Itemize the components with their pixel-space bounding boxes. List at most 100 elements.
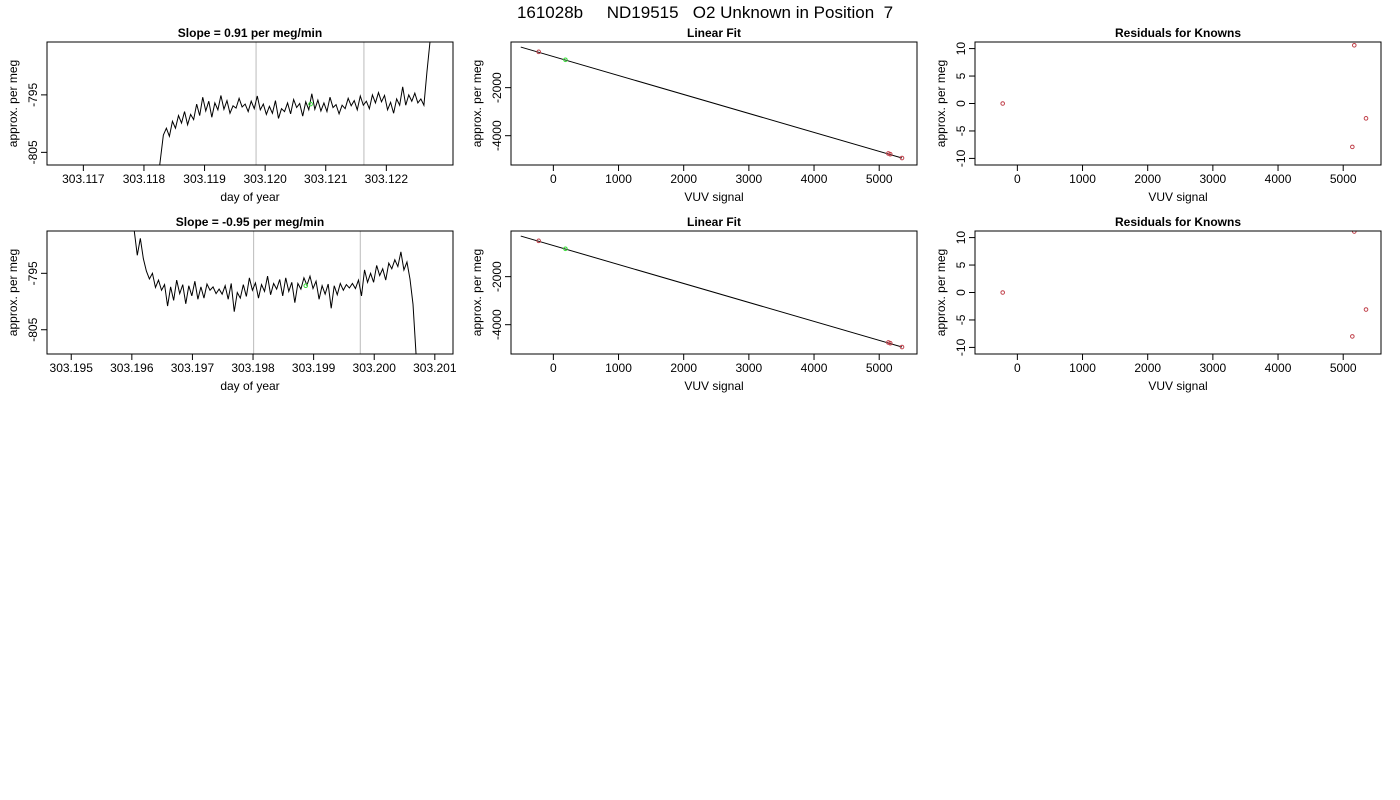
x-axis-label: day of year (220, 379, 279, 393)
y-tick-label: -795 (26, 83, 40, 107)
panel-top-residuals: Residuals for Knowns VUV signal approx. pe… (934, 26, 1382, 204)
series-line (133, 231, 417, 354)
known-point (1350, 144, 1355, 150)
x-tick-label: 3000 (736, 172, 763, 186)
y-tick-label: 0 (954, 100, 968, 107)
x-axis-label: VUV signal (1148, 379, 1207, 393)
x-tick-label: 1000 (1069, 361, 1096, 375)
unknown-point (563, 57, 568, 63)
y-tick-label: 5 (954, 72, 968, 79)
y-tick-label: -5 (954, 314, 968, 325)
y-tick-label: -805 (26, 317, 40, 341)
y-tick-label: 10 (954, 42, 968, 56)
x-axis-label: VUV signal (1148, 190, 1207, 204)
y-tick-label: 0 (954, 289, 968, 296)
x-tick-label: 303.119 (183, 172, 226, 186)
y-tick-label: -795 (26, 261, 40, 285)
plot-frame (510, 230, 918, 355)
x-tick-label: 5000 (1330, 172, 1357, 186)
x-tick-label: 0 (550, 361, 557, 375)
x-tick-label: 5000 (866, 361, 893, 375)
y-axis-label: approx. per meg (6, 249, 20, 336)
x-tick-label: 1000 (1069, 172, 1096, 186)
x-tick-label: 0 (1014, 172, 1021, 186)
panel-bottom-residuals: Residuals for Knowns VUV signal approx. pe… (934, 215, 1382, 393)
y-axis-label: approx. per meg (934, 60, 948, 147)
known-point (899, 155, 905, 161)
plot-frame (974, 230, 1382, 355)
x-tick-label: 303.196 (110, 361, 154, 375)
y-tick-label: -4000 (490, 120, 504, 151)
x-axis-label: VUV signal (684, 379, 743, 393)
y-tick-label: -2000 (490, 261, 504, 292)
panel-bottom-time: Slope = -0.95 per meg/min day of year appr… (6, 215, 457, 393)
x-tick-label: 303.201 (413, 361, 457, 375)
x-tick-label: 303.121 (304, 172, 348, 186)
y-tick-label: -4000 (490, 309, 504, 340)
plot-frame (510, 41, 918, 166)
known-point (1351, 231, 1357, 234)
plot-marks (1000, 42, 1369, 150)
known-point (887, 340, 893, 346)
known-point (1350, 334, 1355, 339)
known-point (1363, 116, 1369, 121)
y-tick-label: 5 (954, 261, 968, 268)
fit-line (520, 235, 903, 348)
figure-title: 161028b ND19515 O2 Unknown in Position 7 (517, 3, 893, 22)
known-point (1351, 42, 1357, 48)
plot-marks (520, 46, 905, 161)
y-tick-label: 10 (954, 231, 968, 245)
x-tick-label: 4000 (801, 361, 828, 375)
x-tick-label: 2000 (1134, 361, 1161, 375)
panel-top-linear: Linear Fit VUV signal approx. per meg 0 1000… (470, 26, 918, 204)
y-axis-label: approx. per meg (470, 249, 484, 336)
x-tick-label: 303.118 (123, 172, 166, 186)
panels: Slope = 0.91 per meg/min day of year appro… (6, 26, 1382, 393)
y-axis-label: approx. per meg (934, 249, 948, 336)
y-tick-label: -10 (954, 338, 968, 356)
x-tick-label: 3000 (1200, 172, 1227, 186)
unknown-point (308, 101, 313, 107)
x-tick-label: 4000 (1265, 361, 1292, 375)
x-tick-label: 303.117 (62, 172, 105, 186)
x-tick-label: 303.199 (292, 361, 336, 375)
x-tick-label: 303.198 (231, 361, 275, 375)
plot-frame (46, 230, 454, 355)
x-tick-label: 303.122 (365, 172, 409, 186)
panel-title: Slope = 0.91 per meg/min (178, 26, 322, 40)
unknown-point (303, 283, 309, 289)
fit-line (520, 46, 903, 159)
x-tick-label: 2000 (670, 172, 697, 186)
panel-title: Linear Fit (687, 215, 741, 229)
x-tick-label: 4000 (801, 172, 828, 186)
x-tick-label: 0 (1014, 361, 1021, 375)
y-tick-label: -5 (954, 125, 968, 136)
x-tick-label: 303.120 (243, 172, 287, 186)
y-axis-label: approx. per meg (6, 60, 20, 147)
known-point (536, 238, 541, 244)
series-line (159, 42, 431, 165)
panel-bottom-linear: Linear Fit VUV signal approx. per meg 0 1000… (470, 215, 918, 393)
x-tick-label: 3000 (1200, 361, 1227, 375)
x-tick-label: 5000 (866, 172, 893, 186)
known-point (536, 49, 541, 55)
known-point (887, 151, 893, 157)
x-tick-label: 2000 (670, 361, 697, 375)
known-point (1363, 307, 1369, 312)
x-tick-label: 5000 (1330, 361, 1357, 375)
y-tick-label: -2000 (490, 72, 504, 103)
x-axis-label: VUV signal (684, 190, 743, 204)
x-tick-label: 1000 (605, 172, 632, 186)
plot-marks (133, 231, 417, 354)
known-point (1000, 101, 1005, 106)
plot-frame (974, 41, 1382, 166)
known-point (899, 344, 905, 350)
panel-title: Residuals for Knowns (1115, 215, 1241, 229)
x-tick-label: 3000 (736, 361, 763, 375)
x-tick-label: 1000 (605, 361, 632, 375)
x-tick-label: 0 (550, 172, 557, 186)
x-tick-label: 303.197 (171, 361, 215, 375)
x-tick-label: 303.200 (353, 361, 397, 375)
x-tick-label: 2000 (1134, 172, 1161, 186)
